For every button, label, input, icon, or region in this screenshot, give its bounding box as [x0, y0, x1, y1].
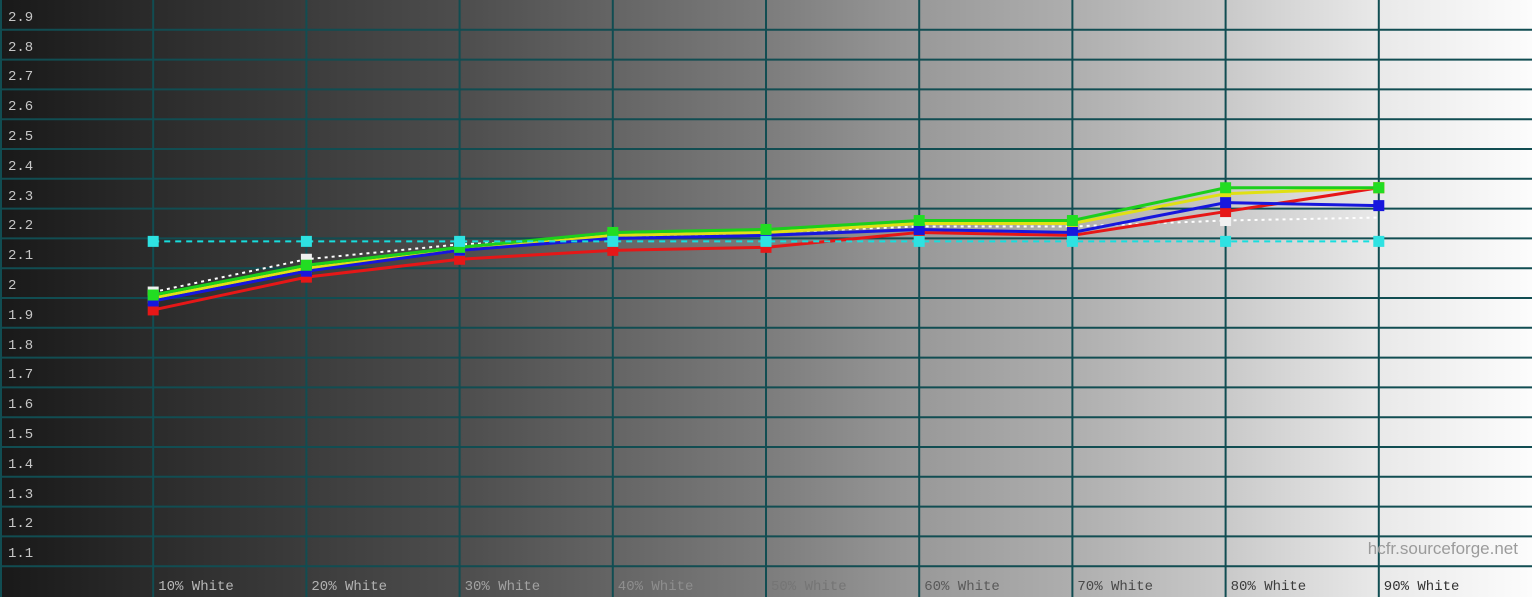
series-blue-gamma-marker [760, 229, 772, 241]
series-green-gamma-marker [300, 259, 312, 271]
x-axis-label: 70% White [1077, 579, 1154, 595]
y-tick-label: 1.9 [8, 307, 34, 324]
x-axis-label: 40% White [617, 579, 694, 595]
y-tick-label: 2.5 [8, 129, 34, 145]
series-blue-gamma-marker [1373, 200, 1385, 212]
series-green-gamma-marker [913, 215, 925, 227]
series-cyan-reference-marker [300, 235, 312, 247]
y-tick-label: 1.4 [8, 456, 34, 473]
y-tick-label: 2.8 [8, 39, 34, 56]
series-red-gamma-marker [1220, 206, 1232, 218]
series-red-gamma-marker [147, 304, 159, 316]
series-green-gamma-marker [1220, 182, 1232, 194]
series-cyan-reference-marker [147, 235, 159, 247]
y-tick-label: 2 [8, 278, 17, 294]
x-axis-label: 50% White [771, 579, 847, 595]
series-cyan-reference-marker [1373, 235, 1385, 247]
series-cyan-reference-marker [913, 235, 925, 247]
y-tick-label: 2.1 [8, 248, 34, 265]
series-cyan-reference-marker [1220, 235, 1232, 247]
y-tick-label: 2.2 [8, 218, 34, 235]
x-axis-label: 60% White [924, 579, 1000, 595]
y-tick-label: 2.6 [8, 99, 34, 116]
series-red-gamma-marker [760, 241, 772, 253]
x-axis-label: 30% White [464, 579, 541, 595]
watermark: hcfr.sourceforge.net [1367, 539, 1518, 558]
series-blue-gamma-marker [147, 295, 159, 307]
y-tick-label: 1.8 [8, 337, 34, 354]
series-cyan-reference-marker [607, 235, 619, 247]
series-green-gamma-marker [147, 289, 159, 301]
series-green-gamma-marker [454, 241, 466, 253]
y-tick-label: 2.7 [8, 69, 34, 86]
y-tick-label: 1.1 [8, 546, 34, 563]
series-cyan-reference-marker [1066, 235, 1078, 247]
y-tick-label: 1.7 [8, 367, 34, 384]
series-blue-gamma-marker [1066, 226, 1078, 238]
series-red-gamma-marker [607, 244, 619, 256]
y-tick-label: 1.5 [8, 427, 34, 443]
series-green-gamma-marker [760, 223, 772, 235]
series-yellow-gamma-marker [1220, 188, 1232, 200]
series-green-gamma-marker [607, 226, 619, 238]
series-red-gamma-marker [454, 253, 466, 265]
series-white-dotted-marker [1220, 215, 1232, 227]
series-white-dotted-marker [300, 253, 312, 265]
series-red-gamma-marker [300, 271, 312, 283]
x-axis-label: 80% White [1230, 579, 1307, 595]
series-blue-gamma-marker [913, 223, 925, 235]
series-cyan-reference-marker [760, 235, 772, 247]
y-tick-label: 2.9 [8, 9, 34, 26]
series-blue-gamma-marker [1220, 197, 1232, 209]
series-green-gamma-marker [1066, 215, 1078, 227]
y-tick-label: 1.2 [8, 516, 34, 533]
series-cyan-reference-marker [454, 235, 466, 247]
x-axis-label: 90% White [1383, 579, 1460, 595]
y-tick-label: 1.3 [8, 486, 34, 503]
series-green-gamma-marker [1373, 182, 1385, 194]
x-axis-label: 20% White [311, 579, 388, 595]
y-tick-label: 1.6 [8, 397, 34, 414]
y-tick-label: 2.3 [8, 188, 34, 205]
x-axis-label: 10% White [158, 579, 234, 595]
series-blue-gamma-marker [300, 265, 312, 277]
y-tick-label: 2.4 [8, 158, 34, 175]
